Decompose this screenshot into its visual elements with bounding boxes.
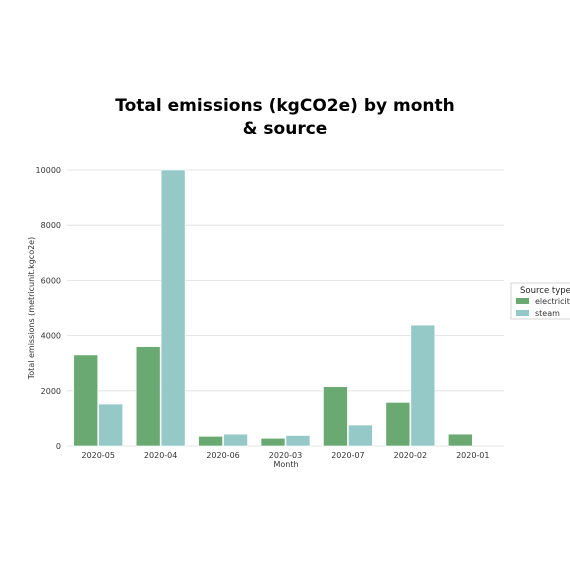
x-tick-label: 2020-01 xyxy=(456,451,489,460)
x-axis-ticks: 2020-05 2020-04 2020-06 2020-03 2020-07 2020-… xyxy=(81,451,489,460)
legend-swatch-steam xyxy=(516,310,529,316)
gridlines xyxy=(67,169,504,447)
chart-title-line-1: Total emissions (kgCO2e) by month xyxy=(115,96,455,116)
bar-steam xyxy=(410,324,436,447)
bar-steam xyxy=(98,403,123,447)
legend-title: Source type xyxy=(520,286,570,296)
chart-title-line-2: & source xyxy=(242,119,328,139)
x-tick-label: 2020-06 xyxy=(206,451,239,460)
bar-steam xyxy=(285,435,311,447)
bar-electricity xyxy=(448,433,473,447)
x-tick-label: 2020-07 xyxy=(331,451,364,460)
y-tick-label: 6000 xyxy=(41,276,61,285)
y-tick-label: 10000 xyxy=(36,166,61,175)
y-axis-ticks: 0 2000 4000 6000 8000 10000 xyxy=(36,166,61,451)
bar-electricity xyxy=(135,346,161,447)
legend: Source type electricity steam xyxy=(510,282,570,320)
legend-label-steam: steam xyxy=(535,309,560,318)
bar-steam xyxy=(160,169,186,447)
x-tick-label: 2020-02 xyxy=(394,451,427,460)
y-tick-label: 4000 xyxy=(41,332,61,341)
bar-electricity xyxy=(385,402,411,447)
y-tick-label: 8000 xyxy=(41,221,61,230)
x-tick-label: 2020-05 xyxy=(81,451,114,460)
bar-electricity xyxy=(73,354,99,447)
x-axis-label: Month xyxy=(273,460,298,469)
bar-electricity xyxy=(198,436,223,447)
bars xyxy=(73,169,473,447)
bar-steam xyxy=(348,424,373,447)
x-tick-label: 2020-03 xyxy=(269,451,302,460)
x-tick-label: 2020-04 xyxy=(144,451,177,460)
y-tick-label: 0 xyxy=(56,442,61,451)
bar-electricity xyxy=(260,437,286,447)
bar-steam xyxy=(223,433,248,447)
legend-label-electricity: electricity xyxy=(535,297,570,306)
bar-electricity xyxy=(323,386,348,447)
legend-swatch-electricity xyxy=(516,298,529,304)
y-axis-label: Total emissions (metricunit.kgco2e) xyxy=(27,237,36,380)
y-tick-label: 2000 xyxy=(41,387,61,396)
chart-title: Total emissions (kgCO2e) by month & sour… xyxy=(60,95,510,141)
